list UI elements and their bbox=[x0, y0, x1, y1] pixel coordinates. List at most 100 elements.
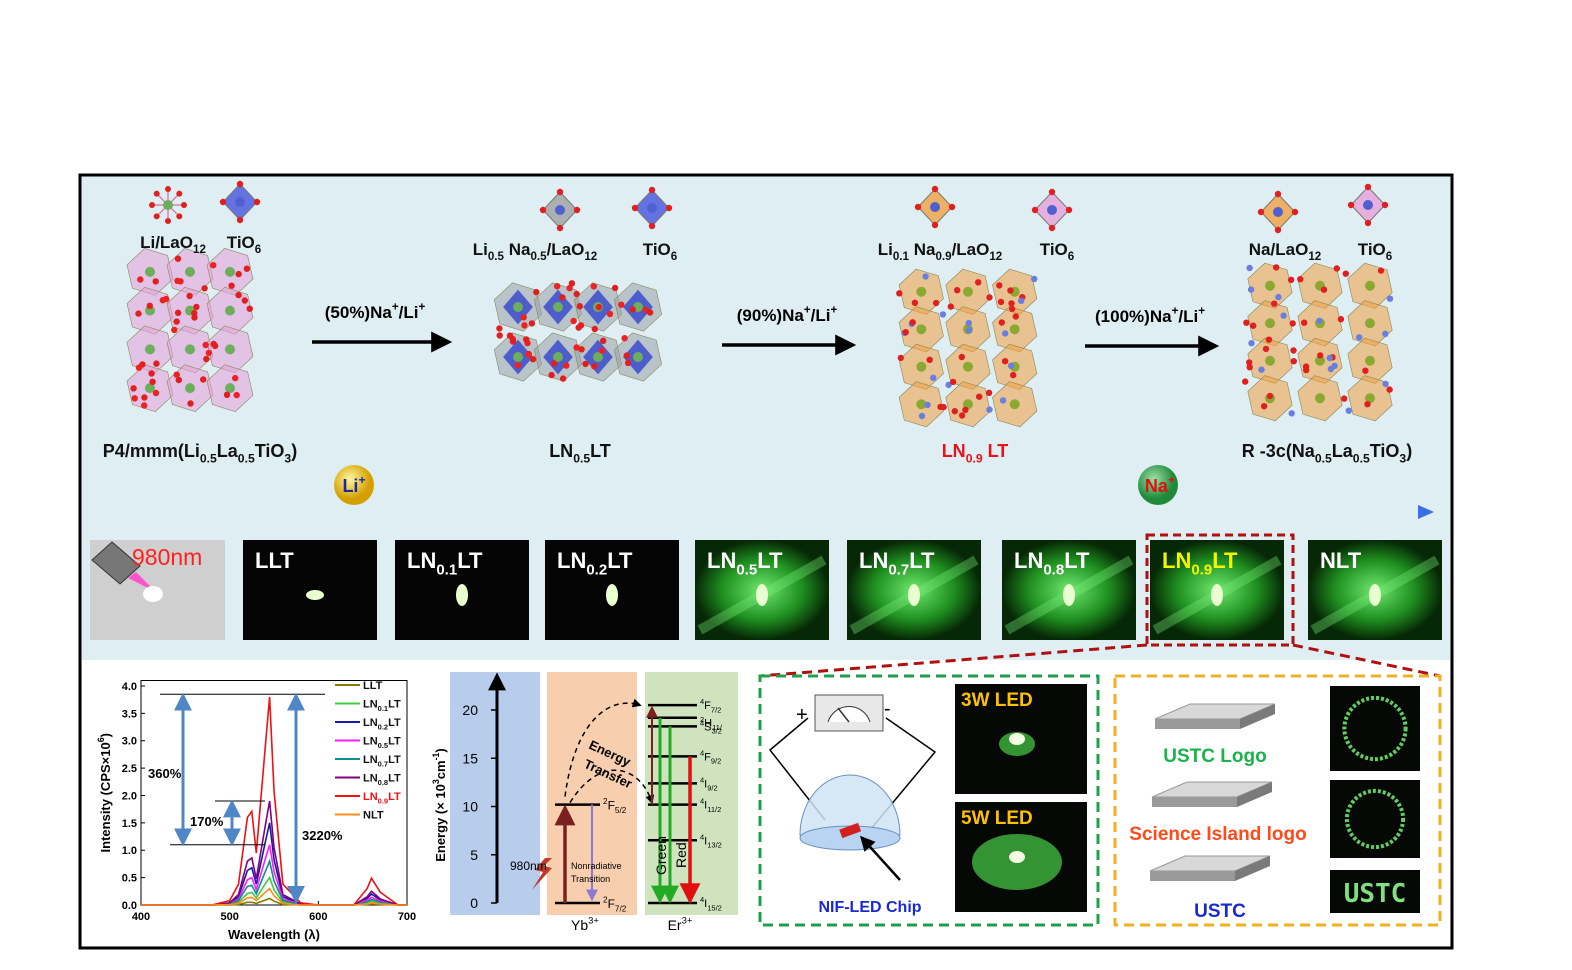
atom bbox=[149, 378, 156, 385]
atom bbox=[203, 355, 210, 363]
na-ion bbox=[1138, 465, 1178, 505]
sample-label: LN0.8LT bbox=[1014, 548, 1090, 579]
atom bbox=[947, 303, 954, 310]
text-run: + bbox=[830, 303, 837, 316]
y-tick-label: 2.5 bbox=[122, 763, 137, 775]
er-level-label: 4I11/2 bbox=[700, 797, 721, 814]
text-run: 3/2 bbox=[712, 727, 722, 736]
atom bbox=[228, 282, 235, 289]
ion-label: Yb3+ bbox=[571, 916, 599, 933]
atom bbox=[235, 197, 245, 207]
atom bbox=[201, 285, 208, 292]
atom bbox=[145, 305, 155, 316]
text-run: 2 bbox=[700, 715, 704, 724]
energy-tick-label: 10 bbox=[462, 799, 478, 815]
atom bbox=[513, 352, 523, 362]
ion-label: Li+ bbox=[342, 473, 365, 496]
energy-tick-label: 0 bbox=[470, 895, 478, 911]
atom bbox=[1008, 300, 1015, 307]
text-run: H bbox=[704, 718, 712, 730]
text-run: 11/2 bbox=[707, 805, 721, 814]
site-label: Li0.1 Na0.9/LaO12 bbox=[878, 240, 1003, 263]
atom bbox=[963, 361, 973, 372]
text-run: cm bbox=[433, 760, 448, 779]
text-run: F bbox=[704, 751, 711, 763]
spectrum-line bbox=[141, 875, 407, 906]
atom bbox=[528, 320, 536, 327]
atom bbox=[1341, 395, 1348, 402]
chip-pointer bbox=[859, 835, 901, 881]
atom bbox=[1333, 265, 1341, 272]
atom bbox=[573, 344, 580, 351]
text-run: LT bbox=[983, 441, 1009, 461]
emission-spot bbox=[756, 584, 768, 606]
atom bbox=[1265, 318, 1275, 329]
text-run: 4 bbox=[700, 895, 704, 904]
atom bbox=[210, 340, 217, 348]
text-run: TiO bbox=[643, 240, 671, 259]
atom bbox=[1297, 276, 1304, 283]
structure-caption: LN0.9 LT bbox=[942, 441, 1009, 465]
li-ion bbox=[334, 465, 374, 505]
atom bbox=[963, 286, 973, 297]
atom bbox=[1048, 188, 1056, 196]
er-level-label: 4F7/2 bbox=[700, 697, 721, 714]
text-run: 0.9 bbox=[935, 250, 952, 263]
y-tick-label: 0.0 bbox=[122, 900, 137, 912]
composition-arrowhead bbox=[1418, 505, 1434, 519]
text-run: NLT bbox=[1320, 548, 1362, 573]
text-run: 0.1 bbox=[893, 250, 910, 263]
plus-label: + bbox=[796, 704, 808, 726]
text-run: LT bbox=[1212, 548, 1238, 573]
text-run: 12 bbox=[584, 250, 597, 263]
logo-photo-text: USTC bbox=[1344, 879, 1407, 909]
er-level-label: 4I9/2 bbox=[700, 775, 718, 792]
zoom-line bbox=[759, 643, 1148, 678]
text-run: 0.9 bbox=[378, 796, 388, 805]
plot-area bbox=[140, 680, 408, 906]
text-run: Yb bbox=[571, 917, 588, 933]
text-run: I bbox=[704, 898, 707, 910]
atom bbox=[553, 352, 563, 362]
atom bbox=[1009, 399, 1020, 410]
atom bbox=[243, 265, 251, 272]
atom bbox=[909, 319, 916, 326]
atom bbox=[1002, 330, 1009, 337]
text-run: LN bbox=[549, 441, 573, 461]
atom bbox=[1315, 393, 1325, 404]
atom bbox=[1365, 393, 1375, 404]
er-level-label: 4I15/2 bbox=[700, 895, 722, 912]
text-run: Na bbox=[909, 240, 936, 259]
atom bbox=[999, 397, 1007, 404]
atom bbox=[185, 383, 195, 394]
text-run: 0.5 bbox=[530, 250, 547, 263]
laser-body bbox=[91, 541, 141, 585]
atom bbox=[174, 255, 182, 262]
atom bbox=[986, 406, 993, 413]
atom bbox=[1047, 205, 1057, 215]
text-run: LLT bbox=[255, 548, 294, 573]
substitution-label: (100%)Na+/Li+ bbox=[1095, 304, 1205, 326]
atom bbox=[1246, 264, 1253, 272]
yb-host-panel bbox=[450, 672, 540, 915]
text-run: TiO bbox=[1358, 240, 1386, 259]
atom bbox=[1018, 297, 1025, 304]
atom bbox=[141, 394, 148, 401]
energy-axis-label: Energy (× 103cm-1) bbox=[431, 748, 448, 862]
atom bbox=[1260, 403, 1268, 410]
atom bbox=[513, 302, 523, 312]
atom bbox=[202, 341, 209, 349]
atom bbox=[1012, 313, 1019, 320]
atom bbox=[591, 363, 598, 370]
atom bbox=[998, 319, 1005, 326]
atom bbox=[523, 336, 530, 343]
text-run: 0.1 bbox=[436, 562, 457, 579]
y-tick-label: 3.5 bbox=[122, 708, 137, 720]
text-run: 4 bbox=[700, 697, 704, 706]
text-run: + bbox=[392, 300, 399, 313]
atom bbox=[145, 266, 155, 277]
atom bbox=[235, 270, 242, 278]
atom bbox=[235, 291, 242, 299]
yb-level-label: 2F7/2 bbox=[603, 896, 627, 914]
atom bbox=[1274, 190, 1282, 198]
